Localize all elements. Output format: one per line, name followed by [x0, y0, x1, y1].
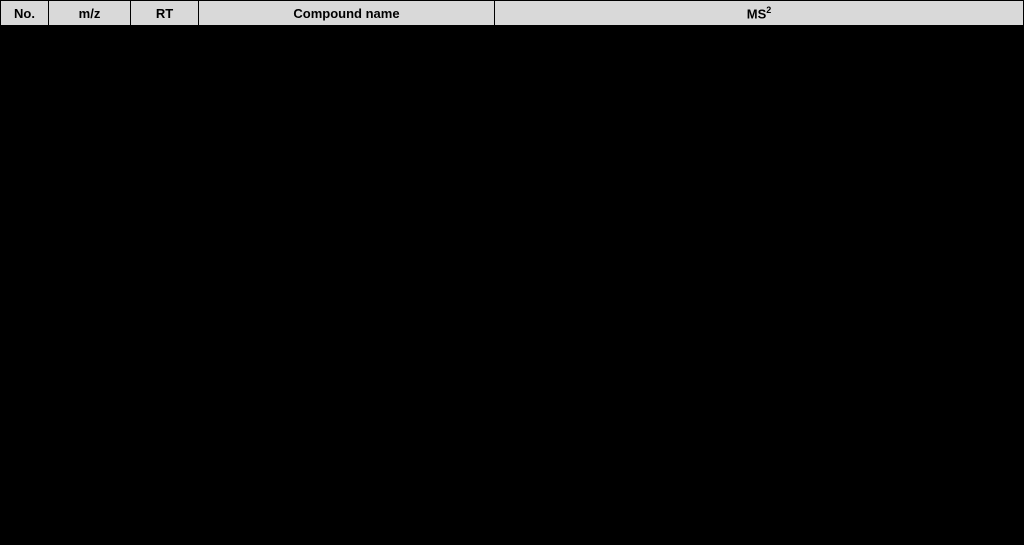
compound-table: No. m/z RT Compound name MS2 — [0, 0, 1024, 545]
table-header-row: No. m/z RT Compound name MS2 — [1, 1, 1024, 26]
ms2-label-sup: 2 — [766, 5, 771, 15]
col-header-no: No. — [1, 1, 49, 26]
col-header-rt: RT — [131, 1, 199, 26]
col-header-ms2: MS2 — [495, 1, 1024, 26]
table-body-row — [1, 26, 1024, 545]
ms2-label-base: MS — [747, 6, 767, 21]
col-header-mz: m/z — [49, 1, 131, 26]
table-body-obscured — [1, 26, 1024, 545]
col-header-compound: Compound name — [199, 1, 495, 26]
